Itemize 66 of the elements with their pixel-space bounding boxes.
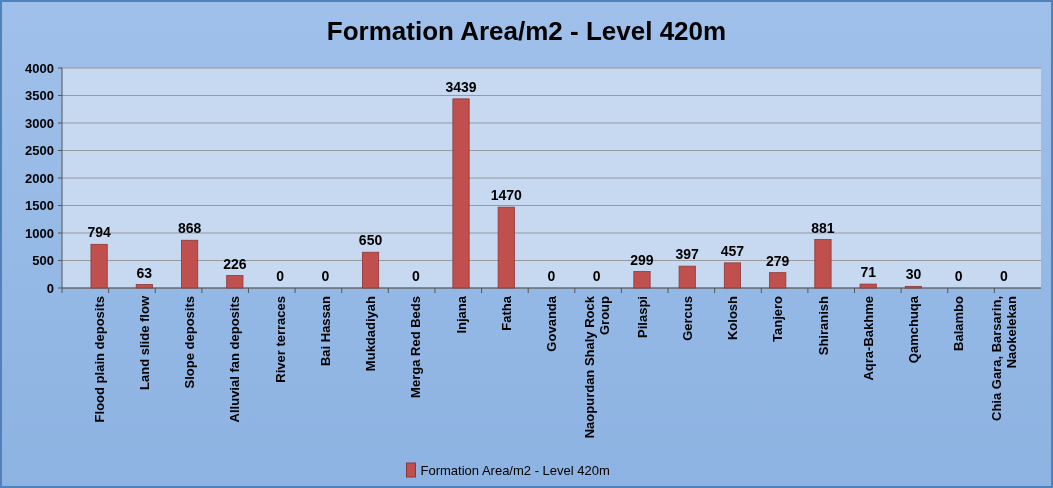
- x-tick-label: Slope deposits: [182, 296, 198, 389]
- y-tick-label: 2000: [25, 170, 54, 186]
- x-tick-label: Govanda: [544, 295, 560, 352]
- data-label: 0: [276, 268, 285, 284]
- bar: [859, 283, 877, 289]
- data-label: 650: [358, 232, 383, 249]
- legend-label: Formation Area/m2 - Level 420m: [420, 462, 610, 478]
- bar: [633, 271, 651, 289]
- x-tick-label: Kolosh: [725, 295, 741, 341]
- y-tick-label: 2500: [25, 143, 54, 159]
- x-tick-label: Aqra-Bakhme: [860, 296, 876, 381]
- bar: [723, 262, 741, 289]
- data-label: 279: [766, 252, 790, 269]
- data-label: 0: [321, 268, 330, 284]
- data-label: 226: [223, 255, 247, 272]
- data-label: 881: [811, 219, 835, 236]
- y-tick-label: 500: [32, 253, 54, 269]
- x-tick-label: Chia Gara, Barsarin, Naokelekan: [988, 295, 1019, 421]
- x-tick-label: Gercus: [679, 296, 695, 341]
- data-label: 0: [954, 268, 963, 284]
- data-label: 71: [860, 264, 877, 281]
- bar: [452, 98, 470, 289]
- y-tick-label: 3000: [25, 115, 54, 131]
- data-label: 30: [905, 266, 922, 283]
- x-tick-label: Qamchuqa: [905, 295, 921, 364]
- x-tick-label: Tanjero: [770, 295, 786, 342]
- y-tick-label: 1500: [25, 198, 54, 214]
- data-label: 299: [630, 251, 654, 268]
- y-tick-label: 0: [46, 280, 54, 296]
- data-label: 868: [177, 220, 202, 237]
- bar: [135, 284, 153, 289]
- y-tick-label: 4000: [25, 60, 54, 76]
- data-label: 3439: [445, 78, 477, 95]
- bar: [362, 251, 380, 289]
- x-tick-label: Naopurdan Shaly Rock Group: [581, 295, 612, 439]
- y-tick-label: 3500: [25, 88, 54, 104]
- x-tick-label: Fatha: [498, 295, 514, 331]
- x-tick-label: Injana: [453, 295, 469, 334]
- bar: [497, 206, 515, 289]
- bar: [181, 239, 199, 289]
- x-tick-label: Pilaspi: [634, 296, 650, 338]
- x-tick-label: Alluvial fan deposits: [227, 296, 243, 423]
- data-label: 0: [411, 268, 420, 284]
- bar: [814, 239, 832, 289]
- data-label: 0: [547, 268, 556, 284]
- x-tick-label: Flood plain deposits: [91, 296, 107, 423]
- x-tick-label: Shiranish: [815, 295, 831, 356]
- bar: [769, 272, 787, 289]
- data-label: 397: [675, 246, 700, 263]
- x-tick-label: Balambo: [951, 295, 967, 351]
- data-label: 63: [136, 264, 153, 281]
- data-label: 0: [1000, 268, 1008, 284]
- x-tick-label: Land slide flow: [136, 295, 152, 390]
- data-label: 794: [87, 224, 111, 241]
- bar: [678, 265, 696, 289]
- bar: [226, 275, 244, 289]
- x-tick-label: River terraces: [272, 296, 288, 383]
- x-tick-label: Mukdadiyah: [363, 295, 379, 372]
- chart-title: Formation Area/m2 - Level 420m: [326, 16, 727, 46]
- data-label: 0: [592, 268, 601, 284]
- y-tick-label: 1000: [25, 225, 54, 241]
- data-label: 1470: [490, 187, 523, 204]
- x-tick-label: Merga Red Beds: [408, 296, 424, 398]
- x-tick-label: Bai Hassan: [317, 295, 333, 367]
- data-label: 457: [720, 242, 745, 259]
- bar: [90, 243, 108, 289]
